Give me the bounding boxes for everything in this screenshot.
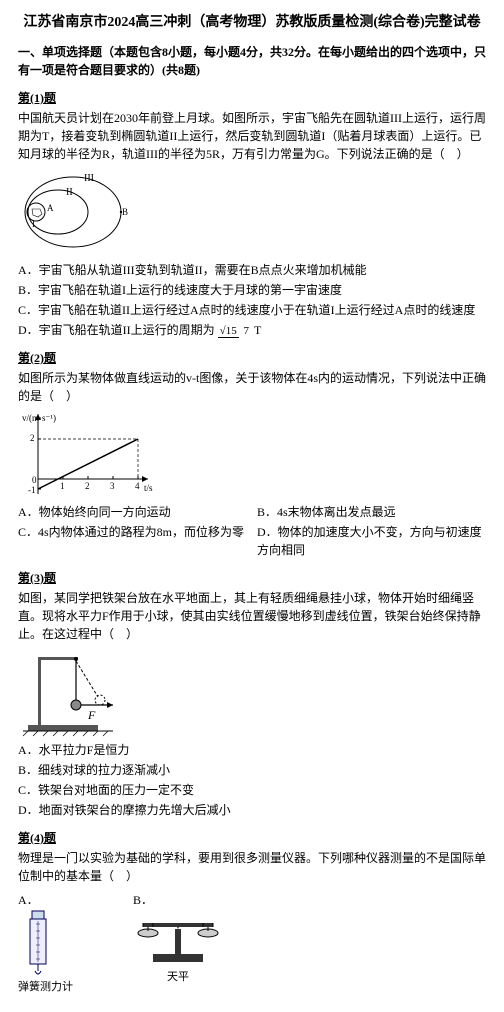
q3-body: 如图，某同学把铁架台放在水平地面上，其上有轻质细绳悬挂小球，物体开始时细绳竖直。… bbox=[18, 589, 486, 643]
q4-optB-block: B． 天平 bbox=[133, 891, 223, 986]
q4-capB: 天平 bbox=[133, 969, 223, 986]
q2-optB: B．4s末物体离出发点最远 bbox=[257, 503, 486, 521]
q2-optD: D．物体的加速度大小不变，方向与初速度方向相同 bbox=[257, 523, 486, 559]
q4-labA: A． bbox=[18, 891, 73, 909]
q3-optC: C．铁架台对地面的压力一定不变 bbox=[18, 781, 486, 799]
q1-optD-frac: √15 7 bbox=[218, 325, 251, 337]
q1-optA: A．宇宙飞船从轨道III变轨到轨道II，需要在B点点火来增加机械能 bbox=[18, 261, 486, 279]
q4-body: 物理是一门以实验为基础的学科，要用到很多测量仪器。下列哪种仪器测量的不是国际单位… bbox=[18, 849, 486, 885]
q3-label: 第(3)题 bbox=[18, 569, 486, 587]
q1-label: 第(1)题 bbox=[18, 89, 486, 107]
q2-options: A．物体始终向同一方向运动 B．4s末物体离出发点最远 C．4s内物体通过的路程… bbox=[18, 503, 486, 559]
svg-text:III: III bbox=[84, 173, 94, 184]
q1-optC: C．宇宙飞船在轨道II上运行经过A点时的线速度小于在轨道I上运行经过A点时的线速… bbox=[18, 301, 486, 319]
q2-optA: A．物体始终向同一方向运动 bbox=[18, 503, 247, 521]
q2-body: 如图所示为某物体做直线运动的v-t图像，关于该物体在4s内的运动情况，下列说法中… bbox=[18, 369, 486, 405]
svg-text:F: F bbox=[87, 708, 96, 722]
q2-graph: v/(m·s⁻¹) t/s 0 2 -1 1 2 3 4 bbox=[18, 409, 158, 499]
q4-figA bbox=[18, 909, 58, 979]
q3-optA: A．水平拉力F是恒力 bbox=[18, 741, 486, 759]
q1-optD: D．宇宙飞船在轨道II上运行的周期为 √15 7 T bbox=[18, 321, 486, 339]
svg-text:v/(m·s⁻¹): v/(m·s⁻¹) bbox=[22, 413, 56, 423]
q3-figure: F bbox=[18, 647, 138, 737]
q1-body: 中国航天员计划在2030年前登上月球。如图所示，宇宙飞船先在圆轨道III上运行，… bbox=[18, 109, 486, 163]
q3-options: A．水平拉力F是恒力 B．细线对球的拉力逐渐减小 C．铁架台对地面的压力一定不变… bbox=[18, 741, 486, 819]
q1-optD-pre: D．宇宙飞船在轨道II上运行的周期为 bbox=[18, 323, 215, 337]
q4-capA: 弹簧测力计 bbox=[18, 979, 73, 996]
q4-figB bbox=[133, 909, 223, 969]
svg-text:2: 2 bbox=[85, 481, 90, 491]
svg-text:t/s: t/s bbox=[144, 483, 153, 493]
q2-optC: C．4s内物体通过的路程为8m，而位移为零 bbox=[18, 523, 247, 559]
q1-optB: B．宇宙飞船在轨道I上运行的线速度大于月球的第一宇宙速度 bbox=[18, 281, 486, 299]
q1-figure: III II I A B bbox=[18, 167, 148, 257]
svg-text:1: 1 bbox=[60, 481, 65, 491]
svg-text:4: 4 bbox=[135, 481, 140, 491]
svg-text:II: II bbox=[66, 187, 73, 198]
svg-text:B: B bbox=[122, 207, 128, 217]
page-title: 江苏省南京市2024高三冲刺（高考物理）苏教版质量检测(综合卷)完整试卷 bbox=[18, 12, 486, 33]
q3-optD: D．地面对铁架台的摩擦力先增大后减小 bbox=[18, 801, 486, 819]
svg-text:2: 2 bbox=[30, 433, 35, 443]
section-header: 一、单项选择题（本题包含8小题，每小题4分，共32分。在每小题给出的四个选项中，… bbox=[18, 43, 486, 79]
q4-labB: B． bbox=[133, 891, 223, 909]
svg-text:I: I bbox=[32, 219, 35, 229]
q4-label: 第(4)题 bbox=[18, 829, 486, 847]
q2-label: 第(2)题 bbox=[18, 349, 486, 367]
q1-optD-post: T bbox=[254, 323, 261, 337]
q3-optB: B．细线对球的拉力逐渐减小 bbox=[18, 761, 486, 779]
q1-options: A．宇宙飞船从轨道III变轨到轨道II，需要在B点点火来增加机械能 B．宇宙飞船… bbox=[18, 261, 486, 339]
q4-optA-block: A． 弹簧测力计 bbox=[18, 891, 73, 996]
svg-text:3: 3 bbox=[110, 481, 115, 491]
svg-text:-1: -1 bbox=[28, 485, 36, 495]
svg-text:0: 0 bbox=[32, 475, 37, 485]
svg-text:A: A bbox=[47, 203, 54, 213]
